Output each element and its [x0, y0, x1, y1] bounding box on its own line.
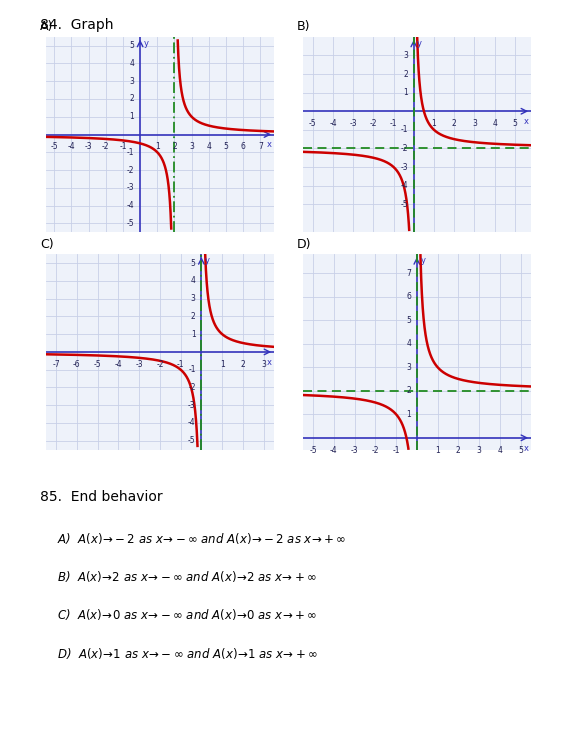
Text: -2: -2 [127, 166, 134, 175]
Text: 3: 3 [191, 294, 196, 303]
Text: -5: -5 [50, 142, 58, 151]
Text: -5: -5 [188, 436, 196, 445]
Text: -4: -4 [329, 119, 337, 128]
Text: -4: -4 [400, 181, 408, 190]
Text: 5: 5 [130, 41, 134, 50]
Text: 3: 3 [406, 363, 411, 371]
Text: -5: -5 [309, 119, 316, 128]
Text: 4: 4 [497, 446, 502, 455]
Text: 2: 2 [407, 386, 411, 395]
Text: -1: -1 [119, 142, 127, 151]
Text: -4: -4 [330, 446, 337, 455]
Text: -5: -5 [94, 360, 102, 368]
Text: 2: 2 [452, 119, 457, 128]
Text: -3: -3 [400, 163, 408, 172]
Text: D)  $A(x)\!\rightarrow\!1$ as $x\!\rightarrow\!-\infty$ and $A(x)\!\rightarrow\!: D) $A(x)\!\rightarrow\!1$ as $x\!\righta… [57, 646, 318, 660]
Text: -2: -2 [369, 119, 377, 128]
Text: -2: -2 [156, 360, 164, 368]
Text: y: y [420, 256, 425, 265]
Text: C): C) [40, 237, 54, 251]
Text: -2: -2 [372, 446, 379, 455]
Text: 5: 5 [224, 142, 228, 151]
Text: -1: -1 [188, 365, 196, 374]
Text: -5: -5 [309, 446, 317, 455]
Text: x: x [267, 140, 272, 150]
Text: 1: 1 [130, 112, 134, 122]
Text: -2: -2 [102, 142, 110, 151]
Text: 4: 4 [406, 339, 411, 348]
Text: 3: 3 [130, 77, 134, 85]
Text: 85.  End behavior: 85. End behavior [40, 490, 163, 504]
Text: 3: 3 [403, 51, 408, 60]
Text: 2: 2 [172, 142, 177, 151]
Text: 4: 4 [191, 276, 196, 285]
Text: A)  $A(x)\!\rightarrow\!-2$ as $x\!\rightarrow\!-\infty$ and $A(x)\!\rightarrow\: A) $A(x)\!\rightarrow\!-2$ as $x\!\right… [57, 531, 347, 545]
Text: 6: 6 [406, 292, 411, 301]
Text: -4: -4 [67, 142, 75, 151]
Text: 2: 2 [403, 69, 408, 79]
Text: x: x [524, 117, 529, 126]
Text: -4: -4 [188, 419, 196, 427]
Text: 5: 5 [512, 119, 517, 128]
Text: D): D) [297, 237, 311, 251]
Text: x: x [524, 444, 529, 453]
Text: 3: 3 [472, 119, 477, 128]
Text: 5: 5 [518, 446, 523, 455]
Text: y: y [205, 256, 210, 265]
Text: 2: 2 [240, 360, 246, 368]
Text: 2: 2 [456, 446, 461, 455]
Text: 1: 1 [403, 88, 408, 97]
Text: y: y [417, 39, 422, 48]
Text: 4: 4 [206, 142, 211, 151]
Text: 7: 7 [258, 142, 263, 151]
Text: -1: -1 [177, 360, 184, 368]
Text: -1: -1 [401, 125, 408, 134]
Text: 2: 2 [191, 312, 196, 321]
Text: -3: -3 [135, 360, 143, 368]
Text: -3: -3 [351, 446, 359, 455]
Text: 5: 5 [406, 315, 411, 325]
Text: -3: -3 [349, 119, 357, 128]
Text: -1: -1 [390, 119, 397, 128]
Text: -7: -7 [53, 360, 60, 368]
Text: -3: -3 [188, 401, 196, 410]
Text: B): B) [297, 20, 311, 33]
Text: 5: 5 [191, 259, 196, 268]
Text: -1: -1 [392, 446, 400, 455]
Text: A): A) [40, 20, 53, 33]
Text: 3: 3 [262, 360, 266, 368]
Text: B)  $A(x)\!\rightarrow\!2$ as $x\!\rightarrow\!-\infty$ and $A(x)\!\rightarrow\!: B) $A(x)\!\rightarrow\!2$ as $x\!\righta… [57, 569, 317, 584]
Text: 1: 1 [191, 329, 196, 339]
Text: -2: -2 [401, 144, 408, 153]
Text: -2: -2 [188, 383, 196, 392]
Text: 7: 7 [406, 268, 411, 278]
Text: -3: -3 [85, 142, 93, 151]
Text: 4: 4 [492, 119, 497, 128]
Text: 2: 2 [130, 94, 134, 103]
Text: 3: 3 [189, 142, 194, 151]
Text: 1: 1 [407, 410, 411, 419]
Text: -3: -3 [127, 184, 134, 192]
Text: 1: 1 [432, 119, 436, 128]
Text: -4: -4 [115, 360, 122, 368]
Text: 1: 1 [220, 360, 224, 368]
Text: -6: -6 [73, 360, 81, 368]
Text: 4: 4 [130, 59, 134, 68]
Text: 3: 3 [477, 446, 481, 455]
Text: 6: 6 [241, 142, 246, 151]
Text: y: y [143, 39, 148, 48]
Text: C)  $A(x)\!\rightarrow\!0$ as $x\!\rightarrow\!-\infty$ and $A(x)\!\rightarrow\!: C) $A(x)\!\rightarrow\!0$ as $x\!\righta… [57, 607, 317, 622]
Text: x: x [267, 357, 272, 367]
Text: 84.  Graph: 84. Graph [40, 18, 114, 32]
Text: -1: -1 [127, 147, 134, 157]
Text: 1: 1 [155, 142, 160, 151]
Text: 1: 1 [435, 446, 440, 455]
Text: -5: -5 [127, 219, 134, 228]
Text: -4: -4 [127, 201, 134, 210]
Text: -5: -5 [400, 200, 408, 209]
